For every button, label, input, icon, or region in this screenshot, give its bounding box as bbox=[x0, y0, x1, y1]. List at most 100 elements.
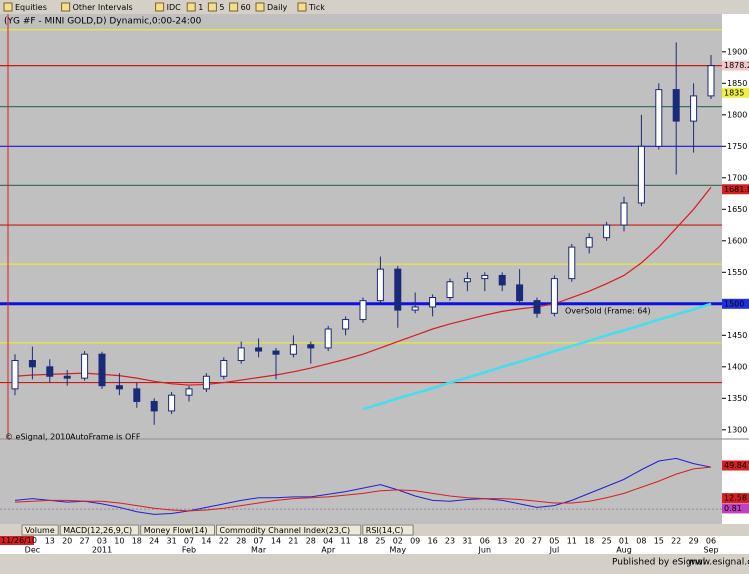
ma-line bbox=[14, 186, 712, 386]
indicator-tab[interactable] bbox=[140, 524, 215, 536]
indicator-tab[interactable] bbox=[21, 524, 59, 536]
candle-body bbox=[585, 237, 593, 248]
date-axis bbox=[0, 536, 749, 554]
x-tick-label: 08 bbox=[636, 537, 646, 546]
y-tick-label: 1700 bbox=[727, 173, 747, 182]
x-tick-label: 05 bbox=[549, 537, 559, 546]
indicator-line bbox=[14, 466, 712, 512]
y-tick-label: 1300 bbox=[727, 425, 747, 434]
toolbar-icon[interactable] bbox=[229, 2, 239, 12]
price-marker-label: 1835 bbox=[724, 88, 744, 97]
month-label: Mar bbox=[251, 546, 267, 555]
candle-body bbox=[28, 360, 36, 368]
price-marker-label: 1878.2 bbox=[724, 61, 749, 70]
status-bar bbox=[0, 554, 749, 570]
annotation: © eSignal, 2010 bbox=[5, 433, 70, 442]
toolbar-icon[interactable] bbox=[297, 2, 307, 12]
x-tick-label: 13 bbox=[497, 537, 507, 546]
indicator-value-label: 49.84 bbox=[724, 461, 747, 470]
x-tick-label: 14 bbox=[271, 537, 281, 546]
chart-title: (YG #F - MINI GOLD,D) Dynamic,0:00-24:00 bbox=[4, 17, 202, 27]
candle-body bbox=[637, 145, 645, 204]
x-tick-label: 20 bbox=[515, 537, 525, 546]
start-date-box bbox=[0, 536, 34, 545]
indicator-tab-label[interactable]: Volume bbox=[25, 526, 55, 535]
candle-body bbox=[707, 65, 715, 97]
month-label: Feb bbox=[182, 546, 196, 555]
candle-body bbox=[98, 353, 106, 387]
toolbar-icon[interactable] bbox=[155, 2, 165, 12]
toolbar-button[interactable]: IDC bbox=[167, 3, 182, 12]
annotation: OverSold (Frame: 64) bbox=[565, 307, 651, 316]
price-marker-label: 1500 bbox=[724, 299, 744, 308]
price-marker bbox=[722, 184, 749, 195]
y-tick-label: 1800 bbox=[727, 110, 747, 119]
indicator-value-box bbox=[722, 460, 749, 471]
candle-body bbox=[568, 246, 576, 280]
indicator-tab-label[interactable]: MACD(12,26,9,C) bbox=[63, 526, 132, 535]
month-label: Aug bbox=[616, 546, 632, 555]
indicator-tab-label[interactable]: RSI(14,C) bbox=[366, 526, 404, 535]
toolbar-button[interactable]: Daily bbox=[267, 3, 288, 12]
candle-body bbox=[655, 89, 663, 147]
toolbar-button[interactable]: Tick bbox=[308, 3, 325, 12]
month-label: Jul bbox=[549, 546, 560, 555]
x-tick-label: 04 bbox=[323, 537, 333, 546]
x-tick-label: 28 bbox=[306, 537, 316, 546]
candle-body bbox=[11, 360, 19, 390]
y-tick-label: 1750 bbox=[727, 142, 747, 151]
indicator-tab[interactable] bbox=[362, 524, 414, 536]
x-tick-label: 11 bbox=[341, 537, 351, 546]
candle-body bbox=[498, 274, 506, 286]
candle-body bbox=[81, 353, 89, 379]
price-marker bbox=[722, 298, 749, 309]
toolbar-icon[interactable] bbox=[255, 2, 265, 12]
x-tick-label: 28 bbox=[236, 537, 246, 546]
indicator-tab-label[interactable]: Commodity Channel Index(23,C) bbox=[220, 526, 351, 535]
y-tick-label: 1350 bbox=[727, 394, 747, 403]
candle-body bbox=[202, 375, 210, 390]
toolbar-icon[interactable] bbox=[3, 2, 13, 12]
toolbar-button[interactable]: 1 bbox=[198, 3, 203, 12]
toolbar-button[interactable]: Other Intervals bbox=[73, 3, 133, 12]
candle-body bbox=[672, 89, 680, 122]
x-tick-label: 09 bbox=[410, 537, 420, 546]
x-tick-label: 07 bbox=[254, 537, 264, 546]
x-tick-label: 20 bbox=[62, 537, 72, 546]
toolbar-icon[interactable] bbox=[61, 2, 71, 12]
x-tick-label: 01 bbox=[619, 537, 629, 546]
y-tick-label: 1900 bbox=[727, 47, 747, 56]
candle-body bbox=[446, 281, 454, 299]
ma-line bbox=[362, 302, 712, 411]
candle-body bbox=[220, 360, 228, 377]
x-tick-label: 07 bbox=[184, 537, 194, 546]
indicator-value-label: 12.58 bbox=[724, 494, 747, 503]
status-published: Published by eSignal bbox=[612, 558, 705, 568]
start-date-label: 11/26/10 bbox=[1, 536, 37, 545]
x-tick-label: 15 bbox=[654, 537, 664, 546]
month-label: Sep bbox=[703, 546, 718, 555]
y-tick-label: 1450 bbox=[727, 331, 747, 340]
toolbar-icon[interactable] bbox=[186, 2, 196, 12]
price-marker bbox=[722, 60, 749, 71]
x-tick-label: 22 bbox=[671, 537, 681, 546]
indicator-tab[interactable] bbox=[216, 524, 362, 536]
x-tick-label: 18 bbox=[584, 537, 594, 546]
toolbar-button[interactable]: 5 bbox=[219, 3, 224, 12]
month-label: Apr bbox=[321, 546, 336, 555]
month-label: Dec bbox=[25, 546, 40, 555]
x-tick-label: 31 bbox=[167, 537, 177, 546]
indicator-tab[interactable] bbox=[59, 524, 140, 536]
toolbar-button[interactable]: 60 bbox=[241, 3, 251, 12]
indicator-value-box bbox=[722, 493, 749, 504]
toolbar-icon[interactable] bbox=[207, 2, 217, 12]
month-label: Jun bbox=[478, 546, 492, 555]
x-tick-label: 22 bbox=[219, 537, 229, 546]
x-tick-label: 18 bbox=[132, 537, 142, 546]
indicator-tab-label[interactable]: Money Flow(14) bbox=[144, 526, 208, 535]
toolbar-button[interactable]: Equities bbox=[15, 3, 47, 12]
candle-body bbox=[603, 224, 611, 239]
y-tick-label: 1550 bbox=[727, 268, 747, 277]
